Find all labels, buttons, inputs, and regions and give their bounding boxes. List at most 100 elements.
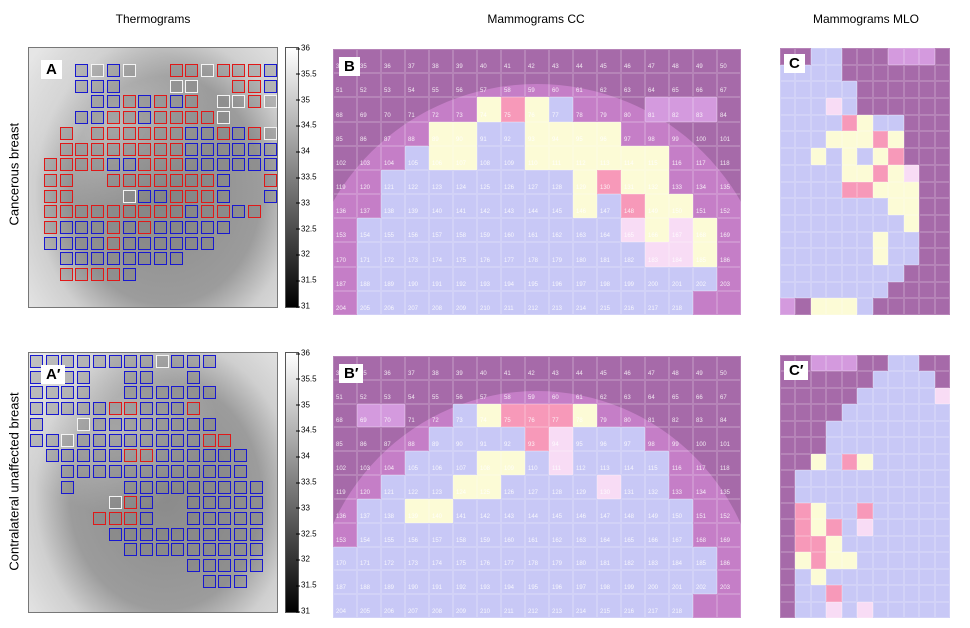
roi-box [249, 559, 263, 573]
grid-cell [888, 486, 904, 503]
roi-box [45, 433, 59, 447]
roi-box [169, 142, 183, 156]
grid-cell: 84 [717, 403, 741, 428]
roi-box [75, 252, 89, 266]
cell-number: 207 [408, 608, 419, 615]
grid-cell: 173 [405, 242, 429, 267]
grid-cell [934, 486, 950, 503]
grid-cell [780, 148, 796, 165]
roi-box [59, 268, 73, 282]
grid-cell: 103 [357, 451, 381, 476]
grid-cell: 205 [357, 594, 381, 618]
grid-cell [919, 601, 935, 618]
cell-number: 126 [504, 185, 515, 192]
cell-number: 212 [528, 608, 539, 615]
grid-cell [810, 585, 827, 602]
cell-number: 148 [624, 209, 635, 216]
grid-cell [888, 453, 904, 471]
grid-cell [810, 453, 827, 471]
cell-number: 96 [600, 442, 607, 449]
roi-box [232, 205, 246, 219]
cell-number: 119 [336, 185, 346, 192]
grid-cell: 171 [357, 242, 381, 267]
cell-number: 145 [552, 513, 563, 520]
cell-number: 197 [576, 585, 587, 592]
grid-cell: 87 [381, 121, 405, 146]
roi-box [202, 543, 216, 557]
cell-number: 197 [576, 281, 587, 288]
grid-cell: 201 [669, 266, 693, 291]
grid-cell [826, 355, 842, 372]
grid-cell [919, 568, 935, 586]
grid-cell [795, 98, 811, 115]
grid-cell: 57 [477, 379, 501, 404]
cell-number: 135 [720, 489, 731, 496]
roi-box [187, 464, 200, 478]
grid-cell: 210 [477, 290, 501, 315]
cell-number: 100 [696, 442, 707, 449]
roi-box [124, 543, 138, 557]
grid-cell: 99 [669, 121, 693, 146]
roi-box [108, 433, 122, 447]
roi-box [108, 355, 122, 368]
cell-number: 67 [720, 394, 727, 401]
roi-box [122, 236, 136, 250]
roi-box [77, 417, 91, 431]
cell-number: 130 [600, 185, 611, 192]
grid-cell: 62 [597, 379, 621, 404]
cell-number: 85 [336, 136, 343, 143]
cell-number: 209 [456, 608, 467, 615]
grid-cell [810, 486, 827, 503]
grid-cell: 118 [717, 451, 741, 476]
cell-number: 191 [432, 585, 443, 592]
roi-box [30, 417, 43, 431]
grid-cell [841, 231, 858, 249]
grid-cell [903, 552, 920, 569]
grid-cell: 86 [357, 427, 381, 452]
roi-box [155, 464, 169, 478]
mammogram-cc-cancerous: 3435363738394041424344454647484950515253… [333, 49, 741, 315]
roi-box [201, 173, 214, 187]
grid-cell [903, 420, 920, 438]
grid-cell [810, 355, 827, 372]
grid-cell: 84 [717, 97, 741, 122]
grid-cell [857, 98, 873, 115]
cell-number: 75 [504, 418, 511, 425]
roi-box [185, 79, 199, 93]
grid-cell [841, 198, 858, 215]
grid-cell [872, 568, 889, 586]
grid-cell: 180 [573, 546, 597, 571]
grid-cell: 106 [429, 145, 453, 170]
cell-number: 152 [720, 513, 731, 520]
grid-cell: 45 [597, 49, 621, 74]
colorbar-tick-label: 32.5 [296, 224, 317, 234]
roi-box [263, 79, 277, 93]
cell-number: 89 [432, 136, 439, 143]
grid-cell: 119 [333, 169, 357, 195]
grid-cell [934, 404, 950, 421]
grid-cell: 184 [669, 242, 693, 267]
cell-number: 198 [600, 281, 611, 288]
grid-cell: 70 [381, 403, 405, 428]
roi-box [106, 221, 120, 234]
grid-cell: 59 [525, 379, 549, 404]
grid-cell [872, 181, 889, 199]
cell-number: 126 [504, 489, 515, 496]
grid-cell: 126 [501, 169, 525, 195]
roi-box [155, 433, 169, 447]
cell-number: 177 [504, 561, 515, 568]
cell-number: 61 [576, 394, 583, 401]
colorbar-tick-label: 34.5 [296, 120, 317, 130]
grid-cell: 58 [501, 379, 525, 404]
grid-cell: 57 [477, 73, 501, 98]
cell-number: 121 [384, 185, 395, 192]
grid-cell [810, 264, 827, 282]
grid-cell [826, 585, 842, 602]
grid-cell [780, 198, 796, 215]
cell-number: 160 [504, 233, 515, 240]
roi-box [187, 449, 200, 463]
cell-number: 213 [552, 305, 563, 312]
roi-box [187, 543, 200, 557]
grid-cell [872, 404, 889, 421]
colorbar-tick-label: 31.5 [296, 275, 317, 285]
